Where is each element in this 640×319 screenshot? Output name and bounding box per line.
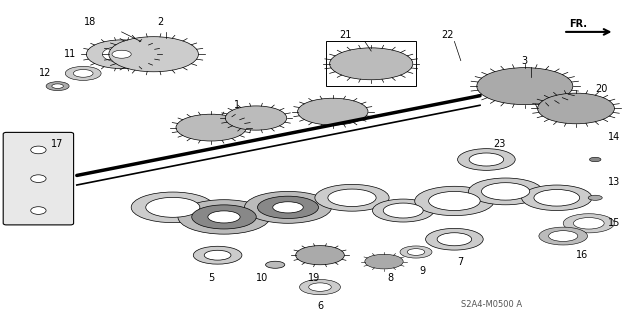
Ellipse shape xyxy=(193,246,242,264)
Ellipse shape xyxy=(429,191,480,211)
Ellipse shape xyxy=(563,214,614,233)
Text: 8: 8 xyxy=(387,272,394,283)
Text: 1: 1 xyxy=(234,100,240,110)
Text: 13: 13 xyxy=(608,177,621,187)
Ellipse shape xyxy=(74,70,93,77)
Ellipse shape xyxy=(538,93,614,124)
Ellipse shape xyxy=(131,192,214,223)
Ellipse shape xyxy=(481,183,530,200)
Ellipse shape xyxy=(415,186,494,216)
Ellipse shape xyxy=(330,48,413,80)
Ellipse shape xyxy=(208,211,240,223)
Ellipse shape xyxy=(315,184,389,211)
Ellipse shape xyxy=(534,189,580,206)
Ellipse shape xyxy=(300,279,340,295)
Ellipse shape xyxy=(458,149,515,170)
Ellipse shape xyxy=(225,106,287,130)
Ellipse shape xyxy=(407,249,425,255)
Ellipse shape xyxy=(372,199,434,222)
Text: 14: 14 xyxy=(608,132,621,142)
Ellipse shape xyxy=(308,283,332,291)
FancyBboxPatch shape xyxy=(3,132,74,225)
Ellipse shape xyxy=(548,231,578,241)
Ellipse shape xyxy=(178,200,270,234)
Ellipse shape xyxy=(266,261,285,268)
Ellipse shape xyxy=(400,246,432,258)
Text: 20: 20 xyxy=(595,84,608,94)
Text: 15: 15 xyxy=(608,218,621,228)
Ellipse shape xyxy=(573,218,604,229)
Text: 5: 5 xyxy=(208,272,214,283)
Ellipse shape xyxy=(437,233,472,246)
Ellipse shape xyxy=(109,37,198,72)
Ellipse shape xyxy=(522,185,592,211)
Text: 21: 21 xyxy=(339,30,352,40)
Text: 17: 17 xyxy=(51,138,64,149)
Ellipse shape xyxy=(539,227,588,245)
Circle shape xyxy=(31,175,46,182)
Ellipse shape xyxy=(383,203,423,218)
Ellipse shape xyxy=(86,40,157,69)
Ellipse shape xyxy=(273,202,303,213)
Ellipse shape xyxy=(102,46,141,62)
Text: 19: 19 xyxy=(307,272,320,283)
Ellipse shape xyxy=(328,189,376,206)
Text: 10: 10 xyxy=(256,272,269,283)
Ellipse shape xyxy=(176,114,246,141)
Ellipse shape xyxy=(589,157,601,162)
Ellipse shape xyxy=(204,250,231,260)
Ellipse shape xyxy=(146,197,200,217)
Ellipse shape xyxy=(296,246,344,265)
Text: 16: 16 xyxy=(576,250,589,260)
Text: FR.: FR. xyxy=(570,19,588,29)
Text: 12: 12 xyxy=(38,68,51,78)
Ellipse shape xyxy=(46,82,69,91)
Ellipse shape xyxy=(257,196,319,219)
Text: 6: 6 xyxy=(317,301,323,311)
Text: 23: 23 xyxy=(493,138,506,149)
Circle shape xyxy=(31,146,46,154)
Text: 11: 11 xyxy=(64,49,77,59)
Text: 2: 2 xyxy=(157,17,163,27)
Ellipse shape xyxy=(112,50,131,58)
Ellipse shape xyxy=(298,98,368,125)
Circle shape xyxy=(31,207,46,214)
Ellipse shape xyxy=(426,228,483,250)
Ellipse shape xyxy=(52,84,63,88)
Ellipse shape xyxy=(65,66,101,80)
Ellipse shape xyxy=(477,68,573,105)
Text: 18: 18 xyxy=(83,17,96,27)
Ellipse shape xyxy=(469,153,504,166)
Text: S2A4-M0500 A: S2A4-M0500 A xyxy=(461,300,522,309)
Ellipse shape xyxy=(244,191,332,223)
Ellipse shape xyxy=(365,254,403,269)
Ellipse shape xyxy=(468,178,543,205)
Text: 9: 9 xyxy=(419,266,426,276)
Text: 3: 3 xyxy=(522,56,528,66)
Text: 22: 22 xyxy=(442,30,454,40)
Ellipse shape xyxy=(192,205,256,229)
Ellipse shape xyxy=(588,195,602,200)
Text: 7: 7 xyxy=(458,256,464,267)
